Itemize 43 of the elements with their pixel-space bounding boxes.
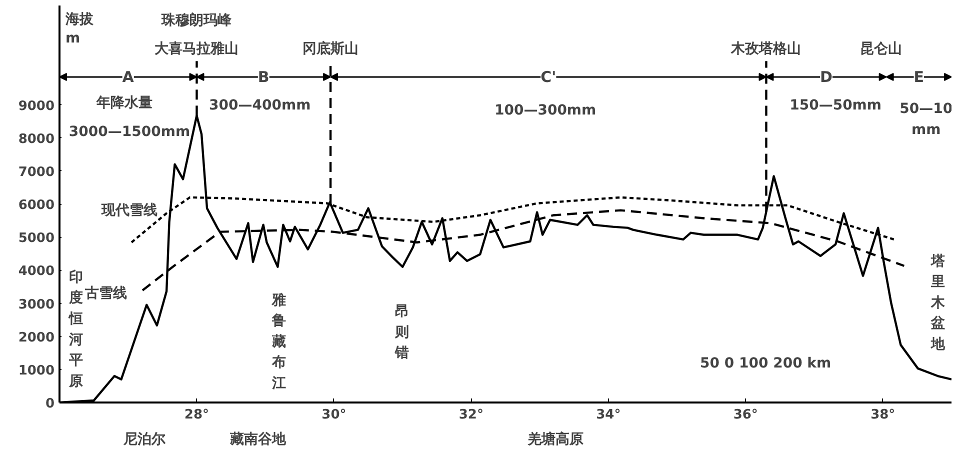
text: 尼泊尔 bbox=[122, 432, 167, 448]
y-tick-label: 2000 bbox=[18, 330, 55, 346]
text: 藏南谷地 bbox=[228, 432, 287, 448]
y-tick-label: 9000 bbox=[18, 98, 55, 114]
annotation: 50 0 100 200 km bbox=[700, 355, 832, 372]
x-tick-label: 30° bbox=[322, 408, 346, 422]
annotation: 珠穆朗玛峰 bbox=[160, 11, 233, 28]
annotation: 印度恒河平原 bbox=[68, 269, 83, 390]
annotation: 年降水量 bbox=[96, 95, 153, 112]
annotation: C' bbox=[540, 68, 556, 86]
ref-line-label: 木孜塔格山 bbox=[730, 41, 802, 58]
annotation: 昂则错 bbox=[394, 304, 409, 362]
annotation: 塔里木盆地 bbox=[930, 253, 946, 353]
x-tick-label: 36° bbox=[733, 408, 758, 422]
x-tick-label: 38° bbox=[870, 408, 896, 422]
ref-line-label: 冈底斯山 bbox=[302, 40, 359, 58]
annotation: 300—400mm bbox=[209, 98, 311, 114]
y-tick-label: 1000 bbox=[18, 363, 55, 378]
y-tick-label: 0 bbox=[45, 396, 54, 412]
y-tick-label: 7000 bbox=[18, 164, 55, 180]
annotation: 3000—1500mm bbox=[68, 124, 190, 140]
annotation: B bbox=[258, 68, 270, 86]
text: 羌塘高原 bbox=[528, 430, 584, 448]
annotation: 昆仑山 bbox=[860, 41, 902, 58]
annotation: 现代雪线 bbox=[100, 202, 158, 218]
y-tick-label: 6000 bbox=[18, 198, 55, 213]
y-axis-title: 海拔 m bbox=[64, 12, 94, 47]
y-tick-label: 3000 bbox=[18, 297, 55, 312]
annotation: 古雪线 bbox=[84, 285, 128, 302]
annotation: E bbox=[914, 68, 924, 86]
ref-line-label: 大喜马拉雅山 bbox=[154, 41, 239, 58]
x-tick-label: 34° bbox=[596, 408, 621, 422]
y-tick-label: 5000 bbox=[18, 231, 55, 246]
annotation: 100—300mm bbox=[494, 102, 596, 119]
annotation: 150—50mm bbox=[790, 98, 882, 114]
annotation: D bbox=[820, 68, 833, 86]
x-tick-label: 28° bbox=[184, 408, 210, 422]
y-tick-label: 4000 bbox=[18, 264, 55, 280]
x-tick-label: 32° bbox=[458, 408, 484, 422]
annotation: A bbox=[122, 68, 134, 86]
annotation: 雅鲁藏布江 bbox=[271, 292, 286, 392]
annotation: 50—10 mm bbox=[900, 101, 953, 138]
y-tick-label: 8000 bbox=[18, 132, 55, 147]
